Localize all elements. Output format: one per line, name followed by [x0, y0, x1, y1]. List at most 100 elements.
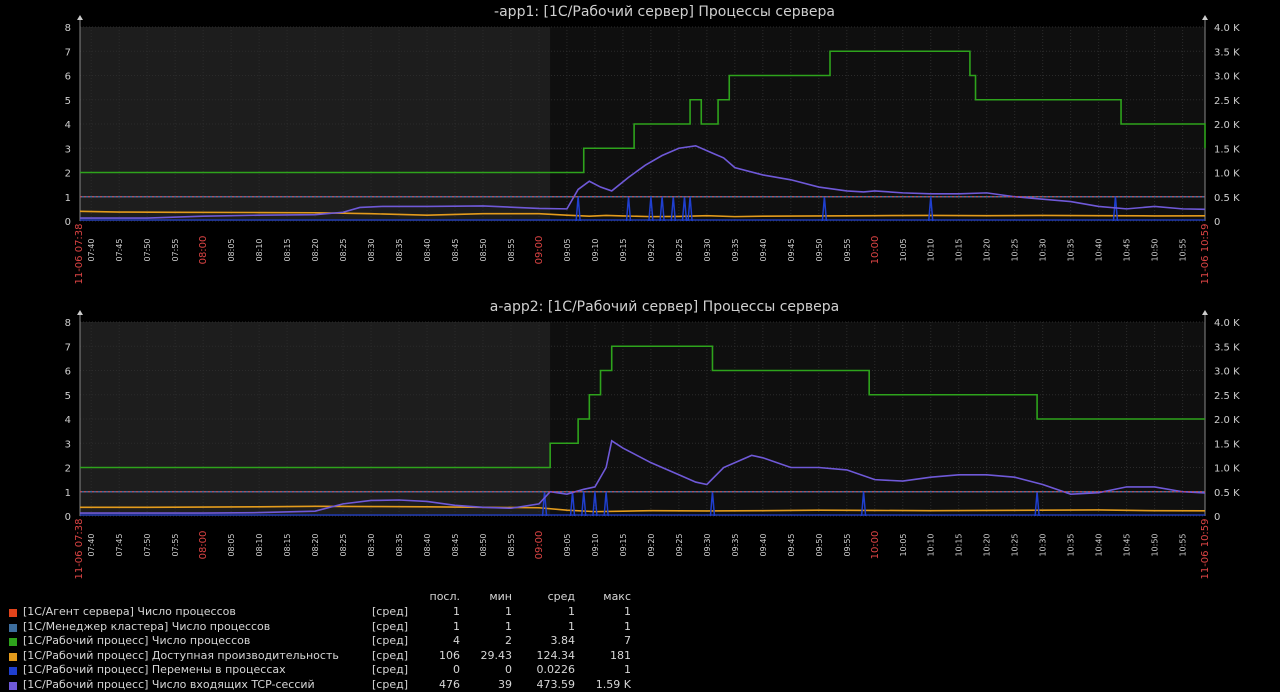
x-tick-label: 08:50: [479, 533, 488, 556]
x-tick-label: 10:40: [1095, 238, 1104, 261]
x-tick-label: 10:10: [927, 238, 936, 261]
legend-last: 106: [400, 649, 460, 662]
legend-row: [1С/Рабочий процесс] Число входящих TCP-…: [0, 678, 640, 692]
x-tick-label: 09:20: [647, 533, 656, 556]
y-left-tick-label: 1: [65, 193, 71, 204]
x-tick-label: 08:05: [227, 533, 236, 556]
x-tick-label: 07:40: [87, 533, 96, 556]
y-left-tick-label: 4: [65, 415, 71, 426]
legend-avg: 3.84: [520, 634, 575, 647]
x-start-label: 11-06 07:38: [74, 518, 85, 579]
legend-row: [1С/Рабочий процесс] Число процессов [ср…: [0, 634, 640, 648]
legend-last: 0: [400, 663, 460, 676]
legend-min: 39: [470, 678, 512, 691]
x-tick-label: 10:30: [1039, 533, 1048, 556]
y-right-tick-label: 1.5 K: [1214, 439, 1240, 450]
x-tick-label: 07:45: [115, 533, 124, 556]
x-tick-label: 09:50: [815, 533, 824, 556]
x-tick-label: 07:55: [171, 533, 180, 556]
legend-min: 1: [470, 605, 512, 618]
y-left-tick-label: 8: [65, 23, 71, 34]
y-left-tick-label: 5: [65, 96, 71, 107]
x-tick-label: 09:10: [591, 238, 600, 261]
legend-max: 1: [585, 605, 631, 618]
x-tick-label: 08:40: [423, 238, 432, 261]
y-right-tick-label: 4.0 K: [1214, 23, 1240, 34]
y-right-tick-label: 3.0 K: [1214, 72, 1240, 83]
chart-1: -app1: [1С/Рабочий сервер] Процессы серв…: [65, 4, 1240, 285]
x-tick-label: 09:05: [563, 533, 572, 556]
x-tick-label: 08:25: [339, 533, 348, 556]
legend-min: 29.43: [470, 649, 512, 662]
x-tick-label: 10:05: [899, 238, 908, 261]
legend-max: 7: [585, 634, 631, 647]
legend-series-name: [1С/Рабочий процесс] Число процессов: [23, 634, 250, 647]
y-left-axis-arrow: [77, 15, 83, 20]
x-tick-label: 09:30: [703, 238, 712, 261]
legend-avg: 124.34: [520, 649, 575, 662]
legend-header-avg: сред: [520, 590, 575, 604]
y-left-tick-label: 6: [65, 72, 71, 83]
y-right-tick-label: 1.0 K: [1214, 169, 1240, 180]
x-tick-label: 09:55: [843, 533, 852, 556]
legend-last: 476: [400, 678, 460, 691]
legend-swatch: [9, 609, 17, 617]
x-tick-label: 10:05: [899, 533, 908, 556]
legend-last: 1: [400, 605, 460, 618]
x-tick-label: 10:20: [983, 238, 992, 261]
legend-swatch: [9, 653, 17, 661]
charts-canvas: -app1: [1С/Рабочий сервер] Процессы серв…: [0, 0, 1280, 692]
x-tick-label: 09:15: [619, 238, 628, 261]
x-tick-label: 08:50: [479, 238, 488, 261]
legend-avg: 1: [520, 620, 575, 633]
legend-header-max: макс: [585, 590, 631, 604]
x-tick-label: 07:55: [171, 238, 180, 261]
x-tick-label: 09:00: [534, 236, 545, 265]
legend-last: 1: [400, 620, 460, 633]
x-tick-label: 07:40: [87, 238, 96, 261]
x-tick-label: 08:05: [227, 238, 236, 261]
x-tick-label: 10:20: [983, 533, 992, 556]
y-right-tick-label: 1.5 K: [1214, 144, 1240, 155]
x-tick-label: 09:00: [534, 531, 545, 560]
x-tick-label: 08:45: [451, 533, 460, 556]
legend-max: 1: [585, 663, 631, 676]
y-left-tick-label: 7: [65, 342, 71, 353]
y-right-tick-label: 0: [1214, 217, 1220, 228]
x-tick-label: 10:50: [1151, 238, 1160, 261]
legend-header-last: посл.: [400, 590, 460, 604]
x-tick-label: 09:20: [647, 238, 656, 261]
chart-title: -app1: [1С/Рабочий сервер] Процессы серв…: [494, 4, 835, 20]
x-tick-label: 08:55: [507, 238, 516, 261]
x-tick-label: 10:55: [1179, 238, 1188, 261]
y-left-tick-label: 2: [65, 464, 71, 475]
y-right-tick-label: 0.5 K: [1214, 193, 1240, 204]
y-right-tick-label: 0.5 K: [1214, 488, 1240, 499]
y-right-tick-label: 2.5 K: [1214, 391, 1240, 402]
legend-avg: 0.0226: [520, 663, 575, 676]
x-tick-label: 10:45: [1123, 238, 1132, 261]
x-tick-label: 10:30: [1039, 238, 1048, 261]
legend-series-name: [1С/Рабочий процесс] Число входящих TCP-…: [23, 678, 315, 691]
legend-row: [1С/Рабочий процесс] Перемены в процесса…: [0, 663, 640, 677]
x-tick-label: 09:40: [759, 533, 768, 556]
y-left-tick-label: 3: [65, 439, 71, 450]
x-tick-label: 09:40: [759, 238, 768, 261]
x-tick-label: 09:55: [843, 238, 852, 261]
y-left-tick-label: 8: [65, 318, 71, 329]
y-right-axis-arrow: [1202, 310, 1208, 315]
x-tick-label: 07:50: [143, 533, 152, 556]
legend-swatch: [9, 638, 17, 646]
legend-max: 181: [585, 649, 631, 662]
x-tick-label: 09:05: [563, 238, 572, 261]
y-right-tick-label: 3.0 K: [1214, 367, 1240, 378]
x-tick-label: 10:00: [870, 236, 881, 265]
y-left-tick-label: 6: [65, 367, 71, 378]
x-tick-label: 08:10: [255, 238, 264, 261]
y-right-tick-label: 1.0 K: [1214, 464, 1240, 475]
legend-avg: 1: [520, 605, 575, 618]
y-left-tick-label: 5: [65, 391, 71, 402]
x-tick-label: 09:25: [675, 238, 684, 261]
legend-row: [1С/Менеджер кластера] Число процессов […: [0, 620, 640, 634]
legend-series-name: [1С/Агент сервера] Число процессов: [23, 605, 236, 618]
